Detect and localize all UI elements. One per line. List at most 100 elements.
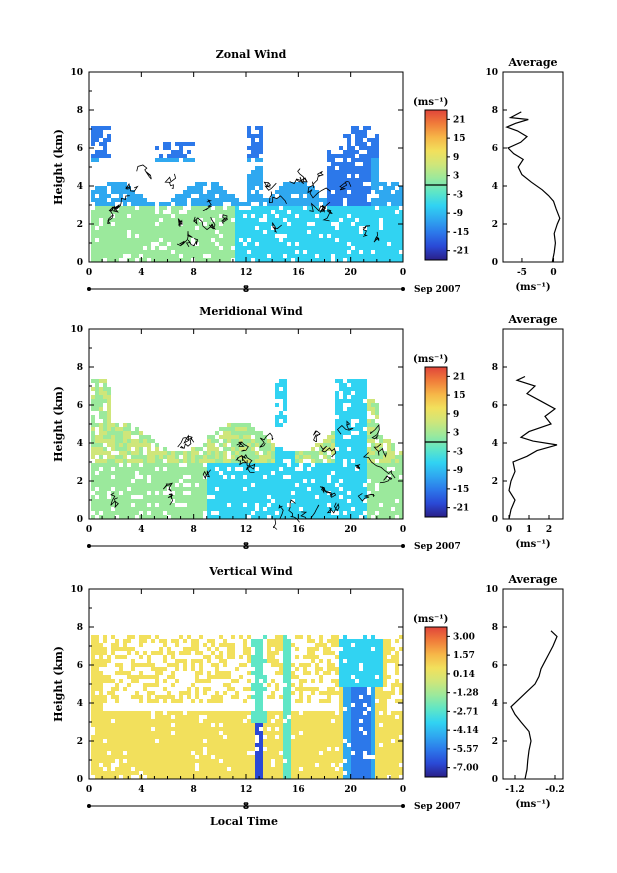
day-label: 8 <box>243 542 249 552</box>
heatmap-cell <box>199 651 203 655</box>
heatmap-cell <box>227 671 231 675</box>
heatmap-cell <box>231 643 235 647</box>
heatmap-cell <box>303 759 307 763</box>
heatmap-cell <box>363 391 367 395</box>
heatmap-cell <box>315 198 319 202</box>
heatmap-cell <box>259 471 263 475</box>
heatmap-cell <box>279 487 283 491</box>
heatmap-cell <box>391 254 395 258</box>
heatmap-cell <box>223 459 227 463</box>
heatmap-cell <box>179 154 183 158</box>
heatmap-cell <box>303 743 307 747</box>
heatmap-cell <box>327 695 331 699</box>
contour-line <box>167 493 174 506</box>
heatmap-cell <box>179 146 183 150</box>
heatmap-cell <box>395 254 399 258</box>
heatmap-cell <box>227 507 231 511</box>
heatmap-cell <box>183 511 187 515</box>
heatmap-cell <box>303 663 307 667</box>
heatmap-cell <box>275 202 279 206</box>
heatmap-cell <box>151 743 155 747</box>
heatmap-cell <box>327 699 331 703</box>
heatmap-cell <box>211 186 215 190</box>
heatmap-cell <box>279 759 283 763</box>
heatmap-cell <box>247 739 251 743</box>
heatmap-cell <box>363 507 367 511</box>
heatmap-cell <box>395 463 399 467</box>
heatmap-cell <box>323 671 327 675</box>
heatmap-cell <box>371 150 375 154</box>
heatmap-cell <box>219 735 223 739</box>
heatmap-cell <box>315 739 319 743</box>
heatmap-cell <box>131 218 135 222</box>
heatmap-cell <box>219 258 223 262</box>
heatmap-cell <box>111 651 115 655</box>
heatmap-cell <box>271 479 275 483</box>
heatmap-cell <box>119 435 123 439</box>
heatmap-cell <box>203 218 207 222</box>
heatmap-cell <box>379 250 383 254</box>
heatmap-cell <box>267 218 271 222</box>
heatmap-cell <box>143 238 147 242</box>
contour-line <box>319 486 331 494</box>
heatmap-cell <box>95 186 99 190</box>
heatmap-cell <box>279 391 283 395</box>
heatmap-cell <box>119 238 123 242</box>
heatmap-cell <box>159 206 163 210</box>
heatmap-cell <box>291 190 295 194</box>
heatmap-cell <box>175 230 179 234</box>
x-tick-label: 20 <box>344 268 357 278</box>
heatmap-cell <box>299 250 303 254</box>
heatmap-cell <box>195 503 199 507</box>
heatmap-cell <box>195 691 199 695</box>
heatmap-cell <box>231 511 235 515</box>
heatmap-cell <box>227 751 231 755</box>
heatmap-cell <box>207 487 211 491</box>
heatmap-cell <box>127 759 131 763</box>
heatmap-cell <box>387 503 391 507</box>
heatmap-cell <box>331 218 335 222</box>
heatmap-cell <box>103 479 107 483</box>
heatmap-cell <box>399 198 403 202</box>
heatmap-cell <box>359 210 363 214</box>
heatmap-cell <box>151 651 155 655</box>
heatmap-cell <box>95 503 99 507</box>
heatmap-cell <box>91 134 95 138</box>
heatmap-cell <box>247 439 251 443</box>
heatmap-cell <box>371 499 375 503</box>
heatmap-cell <box>107 226 111 230</box>
heatmap-cell <box>119 771 123 775</box>
heatmap-cell <box>303 214 307 218</box>
heatmap-cell <box>323 254 327 258</box>
heatmap-cell <box>99 258 103 262</box>
heatmap-cell <box>107 443 111 447</box>
heatmap-cell <box>163 226 167 230</box>
heatmap-cell <box>231 739 235 743</box>
heatmap-cell <box>359 399 363 403</box>
heatmap-cell <box>215 667 219 671</box>
heatmap-cell <box>283 659 287 663</box>
heatmap-cell <box>295 258 299 262</box>
heatmap-cell <box>151 759 155 763</box>
heatmap-cell <box>147 487 151 491</box>
heatmap-cell <box>359 198 363 202</box>
heatmap-cell <box>271 230 275 234</box>
heatmap-cell <box>167 230 171 234</box>
heatmap-cell <box>343 194 347 198</box>
heatmap-cell <box>259 479 263 483</box>
heatmap-cell <box>119 230 123 234</box>
heatmap-cell <box>263 515 267 519</box>
heatmap-cell <box>207 451 211 455</box>
heatmap-cell <box>111 230 115 234</box>
heatmap-cell <box>279 379 283 383</box>
heatmap-cell <box>255 194 259 198</box>
heatmap-cell <box>91 639 95 643</box>
heatmap-cell <box>131 242 135 246</box>
heatmap-cell <box>335 202 339 206</box>
heatmap-cell <box>139 467 143 471</box>
heatmap-cell <box>319 763 323 767</box>
heatmap-cell <box>363 158 367 162</box>
heatmap-cell <box>343 503 347 507</box>
